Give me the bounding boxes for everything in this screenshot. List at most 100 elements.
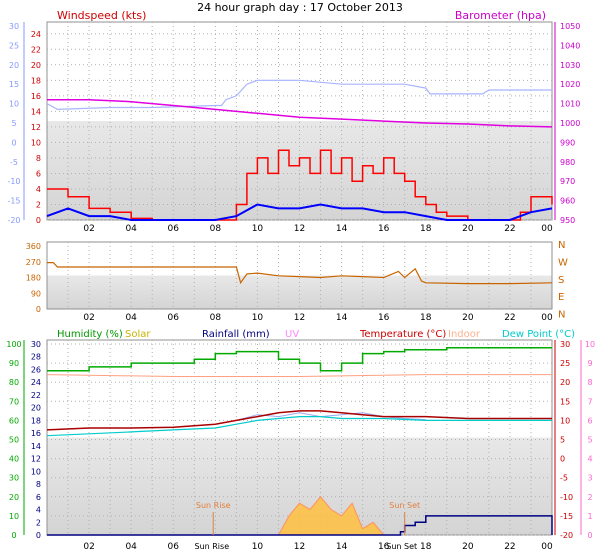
legend-item: UV [285, 329, 299, 340]
series-temperature [46, 410, 552, 431]
sunset-label: Sun Set [389, 501, 420, 510]
x-tick-label: 04 [125, 224, 137, 234]
x-tick-label: 04 [125, 542, 137, 552]
series-indoor [46, 374, 552, 377]
series-wind-direction [47, 262, 553, 285]
rain-tick: 30 [31, 340, 41, 349]
humidity-tick: 60 [9, 416, 19, 425]
compass-label: W [558, 257, 568, 268]
x-tick-label: 12 [294, 224, 305, 234]
series-rainfall [47, 515, 553, 536]
baro-tick: 990 [560, 138, 575, 147]
x-tick-label: 20 [462, 313, 474, 323]
x-tick-label: 20 [462, 224, 474, 234]
x-tick-label: 02 [83, 224, 94, 234]
dir-tick: 270 [26, 258, 41, 267]
temp-left-tick: -20 [7, 216, 20, 225]
rain-tick: 26 [31, 365, 41, 374]
baro-tick: 1000 [560, 119, 580, 128]
uv-tick: 3 [587, 474, 592, 483]
x-tick-label: 10 [252, 224, 264, 234]
rain-tick: 14 [31, 442, 41, 451]
uv-tick: 4 [587, 455, 592, 464]
temp-right-tick: -20 [560, 531, 573, 540]
rain-tick: 20 [31, 404, 41, 413]
x-tick-label: 16 [378, 224, 390, 234]
compass-label: S [558, 275, 564, 286]
wind-tick: 6 [36, 169, 41, 178]
rain-tick: 4 [36, 506, 41, 515]
wind-tick: 8 [36, 154, 41, 163]
x-tick-label: 02 [83, 542, 94, 552]
series-temp-variation [236, 412, 426, 421]
x-tick-label: 06 [168, 542, 180, 552]
baro-tick: 1030 [560, 61, 580, 70]
wind-tick: 18 [31, 76, 41, 85]
x-tick-label: 16 [378, 542, 390, 552]
uv-tick: 9 [587, 359, 592, 368]
x-tick-label: 18 [420, 224, 432, 234]
rain-tick: 8 [36, 480, 41, 489]
panel-direction [46, 241, 553, 310]
x-tick-label: 08 [210, 224, 222, 234]
dir-tick: 90 [31, 289, 41, 298]
uv-tick: 1 [587, 512, 592, 521]
temp-left-tick: 25 [9, 41, 19, 50]
x-tick-label: 22 [504, 224, 515, 234]
temp-right-tick: 0 [560, 455, 565, 464]
chart-title: 24 hour graph day : 17 October 2013 [197, 1, 403, 14]
legend-item: Rainfall (mm) [202, 329, 270, 340]
dir-tick: 180 [26, 274, 41, 283]
x-tick-label: 12 [294, 313, 305, 323]
humidity-tick: 70 [9, 397, 19, 406]
windspeed-label: Windspeed (kts) [57, 9, 146, 22]
x-tick-label: 14 [336, 224, 348, 234]
x-tick-label: 02 [83, 313, 94, 323]
x-tick-label: 00 [541, 542, 553, 552]
wind-tick: 22 [31, 45, 41, 54]
temp-left-tick: -15 [7, 197, 20, 206]
uv-tick: 10 [585, 340, 595, 349]
baro-tick: 1010 [560, 100, 580, 109]
humidity-tick: 10 [9, 512, 19, 521]
x-tick-label: 22 [504, 542, 515, 552]
temp-right-tick: -10 [560, 493, 573, 502]
rain-tick: 18 [31, 416, 41, 425]
uv-tick: 0 [587, 531, 592, 540]
series-dewpoint [46, 416, 552, 437]
x-tick-sunrise: Sun Rise [194, 542, 229, 551]
legend-item: Solar [125, 329, 151, 340]
humidity-tick: 100 [6, 340, 21, 349]
temp-left-tick: 10 [9, 100, 19, 109]
series-wind-avg [46, 203, 553, 221]
uv-tick: 5 [587, 436, 592, 445]
humidity-tick: 20 [9, 493, 19, 502]
humidity-tick: 50 [9, 436, 19, 445]
rain-tick: 10 [31, 467, 41, 476]
wind-tick: 4 [36, 185, 41, 194]
x-tick-sunset: Sun Set [386, 542, 417, 551]
uv-tick: 6 [587, 416, 592, 425]
legend-item: Temperature (°C) [359, 329, 446, 340]
humidity-tick: 40 [9, 455, 19, 464]
x-tick-label: 18 [420, 542, 432, 552]
baro-tick: 970 [560, 177, 575, 186]
wind-tick: 20 [31, 61, 41, 70]
temp-right-tick: 5 [560, 436, 565, 445]
wind-tick: 2 [36, 200, 41, 209]
compass-label: N [558, 310, 565, 321]
rain-tick: 28 [31, 353, 41, 362]
temp-left-tick: -10 [7, 177, 20, 186]
x-tick-label: 22 [504, 313, 515, 323]
legend-item: Humidity (%) [57, 329, 123, 340]
temp-left-tick: 5 [11, 119, 16, 128]
uv-tick: 2 [587, 493, 592, 502]
rain-tick: 6 [36, 493, 41, 502]
baro-tick: 1050 [560, 22, 580, 31]
baro-tick: 950 [560, 216, 575, 225]
humidity-tick: 0 [11, 531, 16, 540]
uv-tick: 8 [587, 378, 592, 387]
humidity-tick: 80 [9, 378, 19, 387]
x-tick-label: 14 [336, 542, 348, 552]
temp-left-tick: 0 [11, 138, 16, 147]
